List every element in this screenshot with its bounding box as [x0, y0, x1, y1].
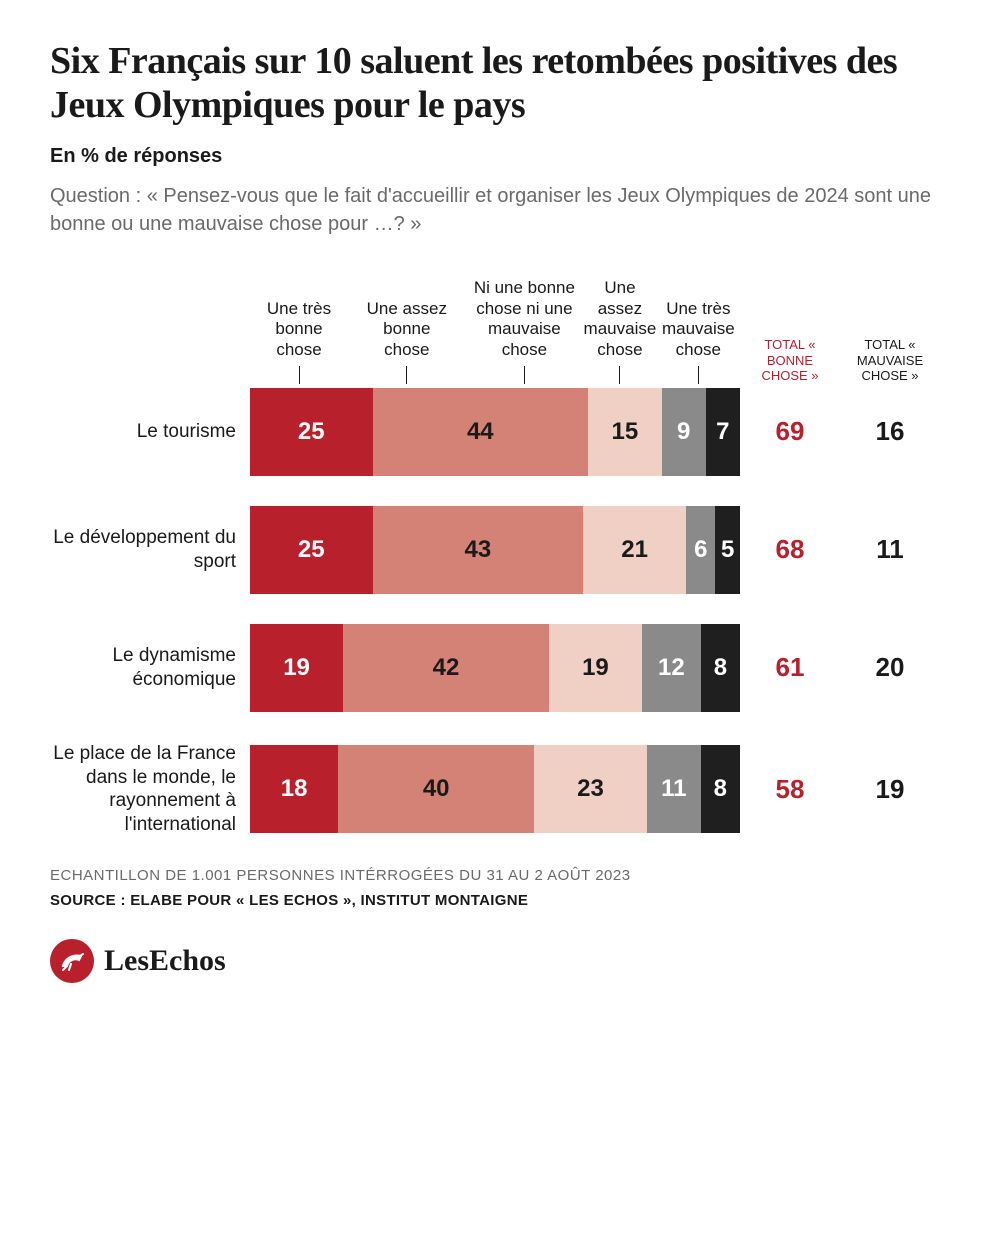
- total-good: 68: [740, 534, 840, 565]
- total-bad: 19: [840, 774, 940, 805]
- bar-segment: 6: [686, 506, 715, 594]
- bar-segment: 5: [715, 506, 740, 594]
- row-totals: 6120: [740, 652, 940, 683]
- legend-item: Une trèsbonnechose: [250, 278, 348, 384]
- total-bad-header: TOTAL « MAUVAISE CHOSE »: [840, 337, 940, 384]
- bar-segment: 42: [343, 624, 549, 712]
- brand-name: LesEchos: [104, 944, 226, 978]
- bar-segment: 25: [250, 388, 373, 476]
- row-totals: 6916: [740, 416, 940, 447]
- stacked-bar: 184023118: [250, 745, 740, 833]
- bar-segment: 25: [250, 506, 373, 594]
- bar-segment: 8: [701, 624, 740, 712]
- chart-row: Le dynamisme économique1942191286120: [50, 624, 950, 712]
- bar-segment: 8: [701, 745, 740, 833]
- chart-subtitle: En % de réponses: [50, 145, 950, 168]
- bar-segment: 12: [642, 624, 701, 712]
- bar-segment: 9: [662, 388, 706, 476]
- total-bad: 16: [840, 416, 940, 447]
- stacked-bar: 194219128: [250, 624, 740, 712]
- legend-item: Une assezmauvaisechose: [583, 278, 657, 384]
- brand-logo: LesEchos: [50, 939, 950, 983]
- source: SOURCE : ELABE POUR « LES ECHOS », INSTI…: [50, 892, 950, 909]
- stacked-bar: 25441597: [250, 388, 740, 476]
- total-good: 58: [740, 774, 840, 805]
- row-label: Le tourisme: [50, 420, 250, 444]
- totals-header: TOTAL « BONNE CHOSE » TOTAL « MAUVAISE C…: [740, 337, 940, 384]
- bar-segment: 19: [549, 624, 642, 712]
- bar-segment: 19: [250, 624, 343, 712]
- bar-segment: 7: [706, 388, 740, 476]
- bar-segment: 18: [250, 745, 338, 833]
- total-bad: 20: [840, 652, 940, 683]
- chart-title: Six Français sur 10 saluent les retombée…: [50, 40, 950, 127]
- legend-item: Une trèsmauvaisechose: [657, 278, 740, 384]
- chart: Une trèsbonnechoseUne assezbonnechoseNi …: [50, 278, 950, 837]
- chart-row: Le développement du sport254321656811: [50, 506, 950, 594]
- bar-segment: 15: [588, 388, 662, 476]
- row-totals: 5819: [740, 774, 940, 805]
- total-good: 69: [740, 416, 840, 447]
- total-good-header: TOTAL « BONNE CHOSE »: [740, 337, 840, 384]
- pegasus-icon: [50, 939, 94, 983]
- bar-segment: 43: [373, 506, 584, 594]
- chart-question: Question : « Pensez-vous que le fait d'a…: [50, 182, 950, 238]
- bar-segment: 21: [583, 506, 686, 594]
- row-label: Le dynamisme économique: [50, 644, 250, 692]
- total-good: 61: [740, 652, 840, 683]
- bar-segment: 40: [338, 745, 534, 833]
- legend-row: Une trèsbonnechoseUne assezbonnechoseNi …: [50, 278, 950, 384]
- row-label: Le développement du sport: [50, 526, 250, 574]
- total-bad: 11: [840, 534, 940, 565]
- row-label: Le place de la France dans le monde, le …: [50, 742, 250, 837]
- bar-segment: 11: [647, 745, 701, 833]
- chart-row: Le place de la France dans le monde, le …: [50, 742, 950, 837]
- legend-item: Une assezbonnechose: [348, 278, 466, 384]
- bar-segment: 23: [534, 745, 647, 833]
- bar-segment: 44: [373, 388, 589, 476]
- stacked-bar: 25432165: [250, 506, 740, 594]
- chart-row: Le tourisme254415976916: [50, 388, 950, 476]
- row-totals: 6811: [740, 534, 940, 565]
- footnote: ECHANTILLON DE 1.001 PERSONNES INTÉRROGÉ…: [50, 867, 950, 884]
- legend-item: Ni une bonnechose ni unemauvaisechose: [466, 278, 584, 384]
